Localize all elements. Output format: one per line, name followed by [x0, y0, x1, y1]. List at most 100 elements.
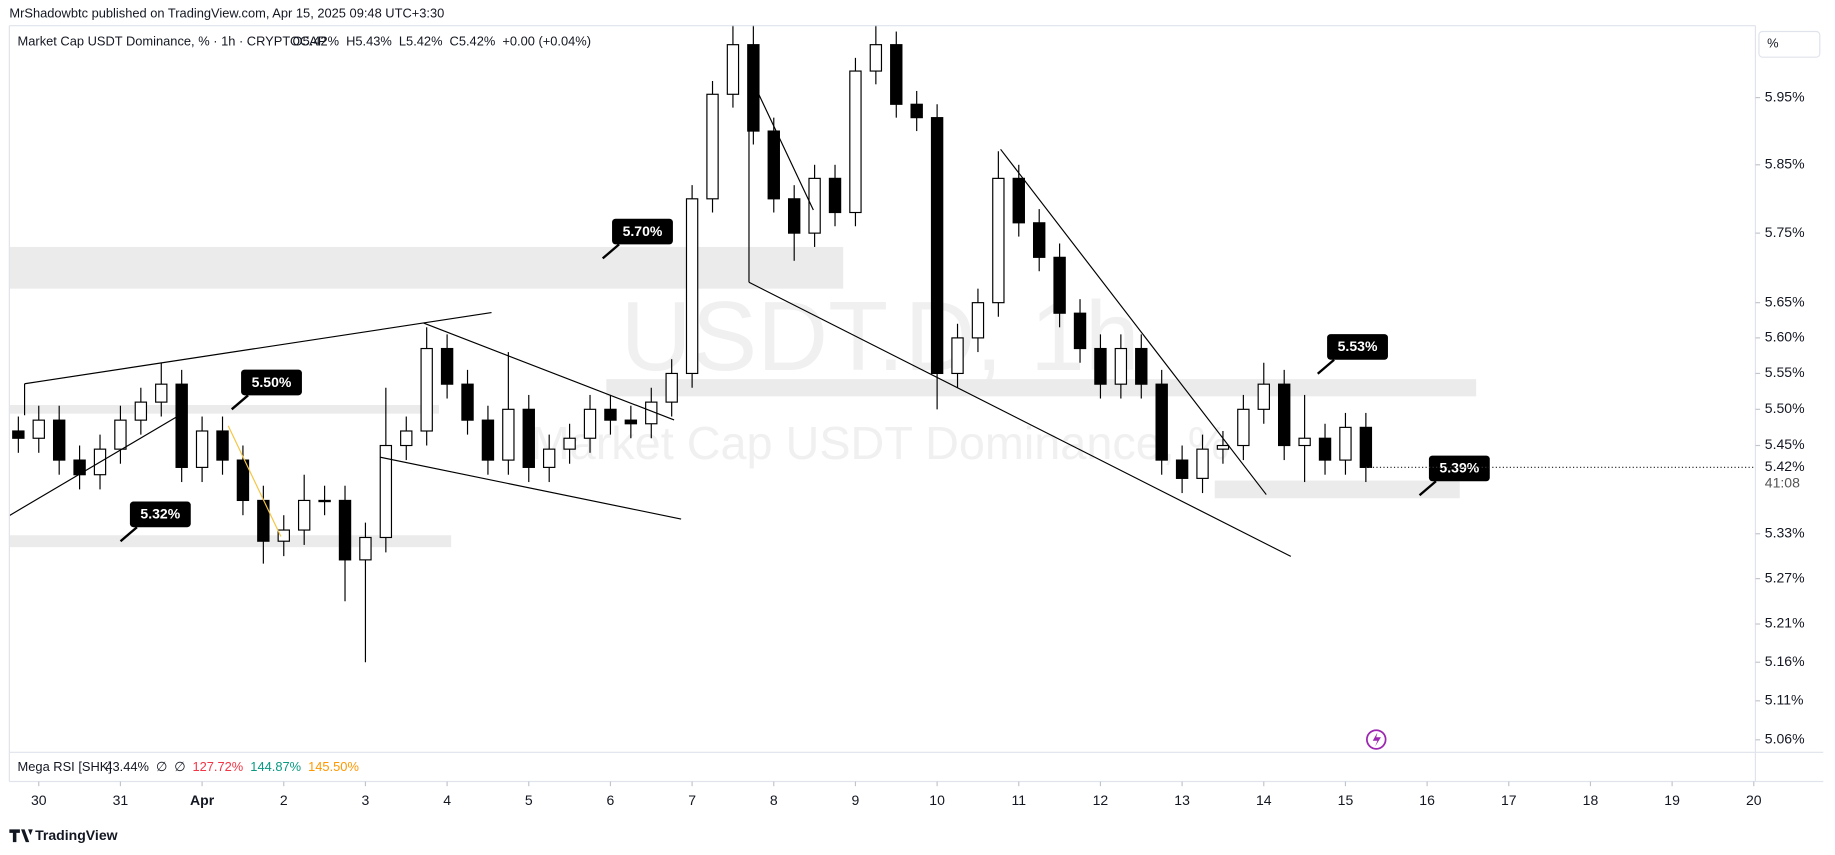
candle-body — [420, 347, 433, 432]
candle-body — [910, 103, 923, 119]
last-price-label: 5.42% — [1765, 458, 1805, 474]
brand-logo — [9, 829, 33, 843]
candle-body — [849, 70, 862, 214]
x-tick-label: 12 — [1093, 792, 1109, 808]
trendline — [423, 322, 675, 421]
brand-name: TradingView — [35, 827, 118, 843]
candle-body — [52, 419, 66, 461]
annotation-pointer — [230, 394, 249, 411]
candle-body — [502, 408, 515, 461]
alert-icon-bolt — [1372, 732, 1381, 747]
candle-body — [706, 93, 719, 200]
annotation-label: 5.32% — [140, 506, 180, 522]
watermark-name: Market Cap USDT Dominance, % — [531, 417, 1230, 469]
x-tick-label: 7 — [688, 792, 696, 808]
candle-body — [461, 383, 474, 421]
candle-body — [971, 302, 985, 339]
candle-body — [992, 177, 1005, 304]
ohlc-legend: O5.42% H5.43% L5.42% C5.42% +0.00 (+0.04%) — [293, 33, 591, 48]
candle-body — [1318, 437, 1332, 461]
candle-body — [73, 459, 86, 476]
x-tick-label: 5 — [525, 792, 533, 808]
watermark-symbol: USDT.D, 1h — [621, 281, 1140, 391]
indicator-name: Mega RSI [SHK] — [18, 759, 112, 774]
y-tick-label: 5.21% — [1765, 615, 1805, 631]
trendline — [24, 312, 492, 385]
y-tick-label: 5.95% — [1765, 88, 1805, 104]
annotation-label: 5.70% — [623, 223, 663, 239]
candle-body — [277, 529, 290, 542]
x-tick-label: 8 — [770, 792, 778, 808]
annotation-label: 5.39% — [1439, 460, 1479, 476]
candle-body — [951, 337, 964, 375]
indicator-value: 43.44% — [105, 759, 149, 774]
candle-body — [726, 44, 740, 95]
scale-button[interactable] — [1758, 30, 1821, 58]
candle-body — [32, 419, 45, 439]
y-tick-label: 5.45% — [1765, 436, 1805, 452]
candle-body — [297, 499, 311, 531]
x-tick-label: 17 — [1501, 792, 1517, 808]
annotation-box — [1428, 455, 1490, 482]
candle-body — [624, 419, 638, 425]
candle-body — [359, 536, 372, 561]
trendlines — [9, 93, 1292, 557]
candle-body — [930, 117, 944, 375]
candle-body — [1359, 426, 1373, 468]
indicator-value: 127.72% — [192, 759, 243, 774]
candle-body — [1298, 437, 1311, 447]
annotation-label: 5.50% — [252, 374, 292, 390]
candle-body — [1012, 177, 1025, 224]
candle-body — [522, 408, 535, 468]
candle-body — [1237, 408, 1250, 447]
indicator-value: 144.87% — [250, 759, 301, 774]
candle-body — [1135, 347, 1148, 385]
candle-body — [134, 401, 148, 421]
candle-body — [338, 499, 352, 561]
annotation-label: 5.53% — [1338, 338, 1378, 354]
y-tick-label: 5.06% — [1765, 731, 1805, 747]
trendline — [380, 456, 682, 520]
candle-body — [114, 419, 127, 450]
candle-body — [1114, 347, 1128, 385]
candle-body — [379, 444, 393, 539]
candle-body — [808, 177, 821, 234]
x-tick-label: 9 — [852, 792, 860, 808]
candle-body — [236, 459, 250, 502]
candle-body — [175, 383, 188, 468]
y-tick-label: 5.55% — [1765, 364, 1805, 380]
candle-body — [257, 499, 270, 542]
annotation-box — [241, 369, 302, 396]
candle-body — [828, 177, 842, 214]
candle-body — [665, 372, 678, 403]
y-tick-label: 5.65% — [1765, 293, 1805, 309]
candle-body — [787, 198, 801, 234]
y-tick-label: 5.85% — [1765, 156, 1805, 172]
x-tick-label: 4 — [443, 792, 451, 808]
candle-body — [1216, 444, 1230, 450]
candle-body — [481, 419, 495, 461]
scale-button-label[interactable]: % — [1767, 36, 1778, 51]
x-tick-label: 11 — [1011, 792, 1026, 808]
candle-body — [155, 383, 168, 403]
candle-body — [12, 430, 25, 439]
candle-body — [318, 499, 331, 503]
symbol-title: Market Cap USDT Dominance, % · 1h · CRYP… — [18, 33, 327, 48]
candle-body — [542, 448, 556, 468]
x-tick-label: 2 — [280, 792, 288, 808]
countdown: 41:08 — [1765, 474, 1800, 490]
x-tick-label: 13 — [1174, 792, 1190, 808]
y-tick-label: 5.33% — [1765, 524, 1805, 540]
candle-body — [400, 430, 413, 447]
candle-body — [1257, 383, 1270, 410]
candle-body — [1175, 459, 1189, 479]
annotation-box — [612, 218, 673, 245]
zone — [9, 404, 439, 414]
annotation-pointer — [119, 526, 138, 543]
y-tick-label: 5.11% — [1765, 692, 1804, 708]
y-tick-label: 5.60% — [1765, 329, 1805, 345]
ohlc-value: H5.43% — [346, 33, 392, 48]
